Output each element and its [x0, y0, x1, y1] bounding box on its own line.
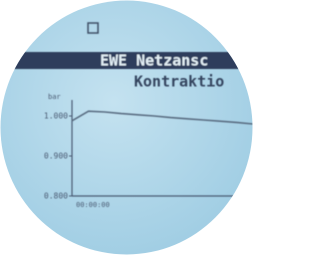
x-tick-label: 00:00:00 [76, 201, 110, 209]
lcd-background [0, 0, 253, 255]
y-tick-label: 0.900 [44, 152, 68, 161]
y-axis-label: bar [48, 93, 61, 101]
header-subtitle: Kontraktio [134, 73, 224, 91]
y-tick-label: 1.000 [44, 112, 68, 121]
y-tick-label: 0.800 [44, 192, 68, 201]
header-title: EWE Netzansc [100, 52, 208, 70]
photo: EWE Netzansc Kontraktio bar 1.000 0.900 0.8… [0, 0, 253, 255]
screen: EWE Netzansc Kontraktio bar 1.000 0.900 0.8… [0, 0, 253, 255]
